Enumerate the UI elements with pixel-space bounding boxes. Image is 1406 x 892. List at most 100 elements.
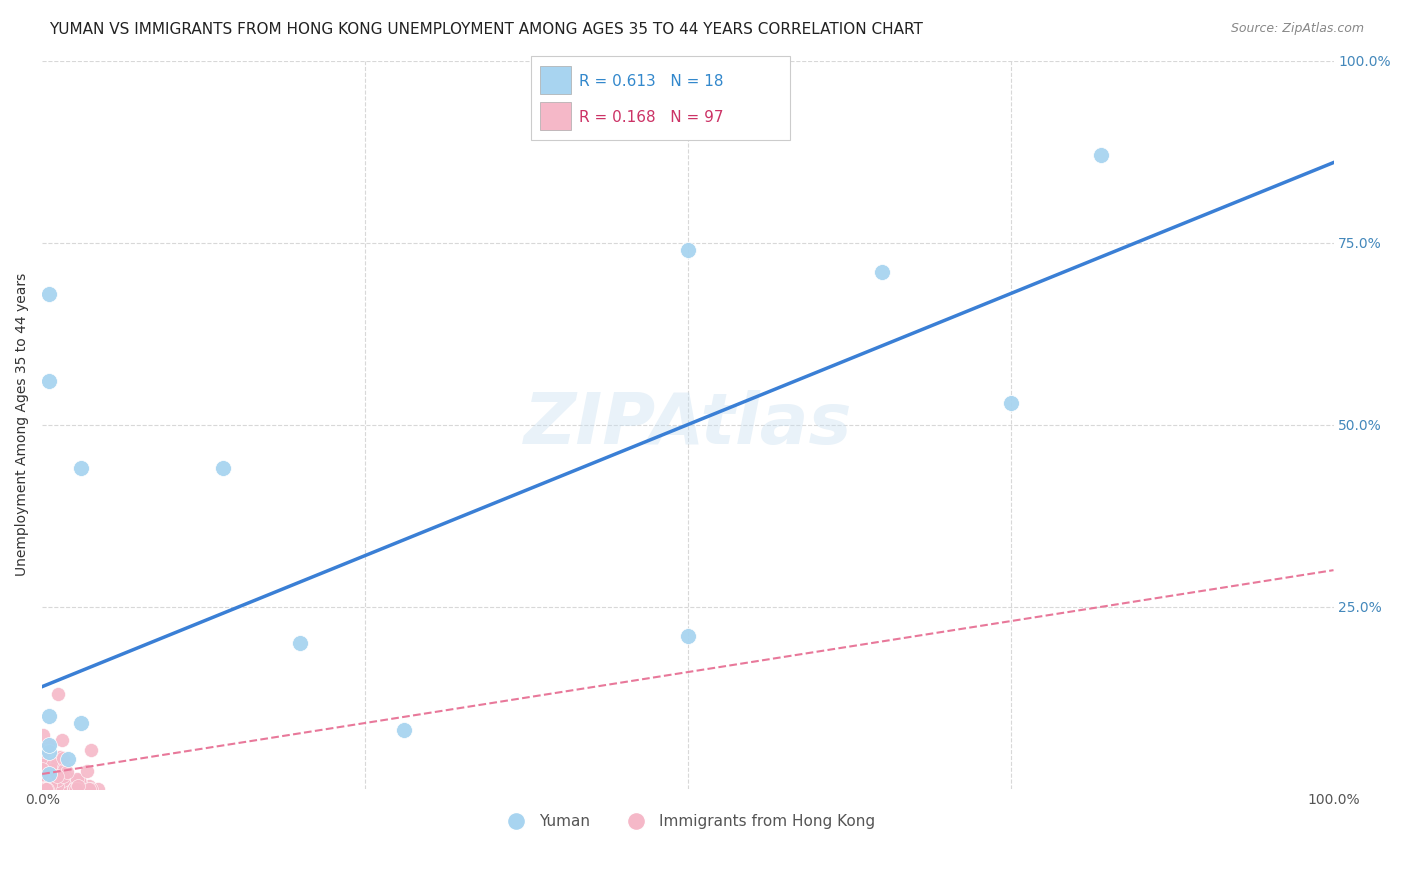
Point [38, 374, 60, 388]
Point [52, 773, 75, 788]
Point [676, 629, 699, 643]
Point [52, 760, 75, 774]
Point [31, 781, 53, 796]
Point [48, 781, 70, 796]
Point [56, 752, 79, 766]
Point [52, 781, 75, 796]
Point [44, 776, 66, 790]
Point [41, 763, 63, 777]
Point [79, 781, 101, 796]
Point [31, 769, 53, 783]
Point [31, 781, 53, 796]
Point [31, 773, 53, 788]
Point [80, 743, 103, 757]
Point [66, 781, 89, 796]
Point [392, 723, 415, 738]
Point [38, 745, 60, 759]
Point [1000, 396, 1022, 410]
Point [52, 781, 75, 796]
Text: YUMAN VS IMMIGRANTS FROM HONG KONG UNEMPLOYMENT AMONG AGES 35 TO 44 YEARS CORREL: YUMAN VS IMMIGRANTS FROM HONG KONG UNEMP… [49, 22, 924, 37]
Point [870, 265, 893, 279]
Point [77, 779, 100, 793]
Y-axis label: Unemployment Among Ages 35 to 44 years: Unemployment Among Ages 35 to 44 years [15, 273, 30, 576]
Legend: Yuman, Immigrants from Hong Kong: Yuman, Immigrants from Hong Kong [495, 808, 882, 836]
Point [31, 779, 53, 793]
Point [52, 769, 75, 783]
Point [38, 286, 60, 301]
Point [58, 772, 80, 787]
Point [31, 781, 53, 796]
Point [31, 764, 53, 779]
Point [31, 752, 53, 766]
Point [80, 781, 103, 796]
Point [38, 738, 60, 752]
Point [1090, 148, 1112, 162]
Point [31, 777, 53, 791]
Point [32, 728, 55, 742]
Point [49, 781, 72, 796]
Point [31, 781, 53, 796]
Point [37, 781, 59, 796]
Point [31, 767, 53, 781]
Point [46, 781, 69, 796]
Point [55, 772, 77, 787]
Point [80, 781, 103, 796]
Point [37, 772, 59, 786]
Point [48, 749, 70, 764]
Point [31, 778, 53, 792]
Point [31, 764, 53, 778]
Text: ZIPAtlas: ZIPAtlas [523, 390, 852, 459]
Point [45, 757, 67, 772]
Point [212, 461, 235, 475]
Point [31, 770, 53, 784]
Point [51, 733, 73, 747]
Point [676, 243, 699, 257]
Point [46, 779, 69, 793]
Point [66, 779, 89, 793]
Point [46, 772, 69, 787]
Point [38, 781, 60, 796]
Point [31, 766, 53, 780]
Point [66, 772, 89, 786]
Point [35, 781, 58, 796]
Point [31, 762, 53, 776]
Point [63, 781, 86, 796]
Point [41, 773, 63, 788]
Point [60, 781, 83, 796]
Point [56, 771, 79, 785]
Point [38, 767, 60, 781]
Point [67, 781, 90, 796]
Point [31, 768, 53, 782]
Point [31, 781, 53, 796]
Text: Source: ZipAtlas.com: Source: ZipAtlas.com [1230, 22, 1364, 36]
Point [87, 781, 110, 796]
Point [31, 777, 53, 791]
Point [69, 774, 91, 789]
Point [37, 773, 59, 788]
Point [59, 778, 82, 792]
Point [31, 781, 53, 796]
Point [76, 764, 98, 778]
Point [65, 781, 87, 796]
Point [63, 781, 86, 796]
Point [31, 766, 53, 780]
Point [62, 781, 84, 796]
Point [31, 772, 53, 787]
Point [31, 754, 53, 768]
Text: R = 0.168   N = 97: R = 0.168 N = 97 [579, 110, 724, 125]
Point [39, 769, 62, 783]
Point [52, 751, 75, 765]
Point [38, 781, 60, 796]
Point [31, 781, 53, 796]
Point [37, 738, 59, 752]
Point [52, 772, 75, 787]
Point [32, 780, 55, 795]
Point [31, 764, 53, 778]
Point [70, 461, 93, 475]
Point [37, 781, 59, 796]
Point [56, 764, 79, 779]
Point [79, 781, 101, 796]
Point [32, 744, 55, 758]
Point [70, 716, 93, 731]
Point [49, 773, 72, 788]
